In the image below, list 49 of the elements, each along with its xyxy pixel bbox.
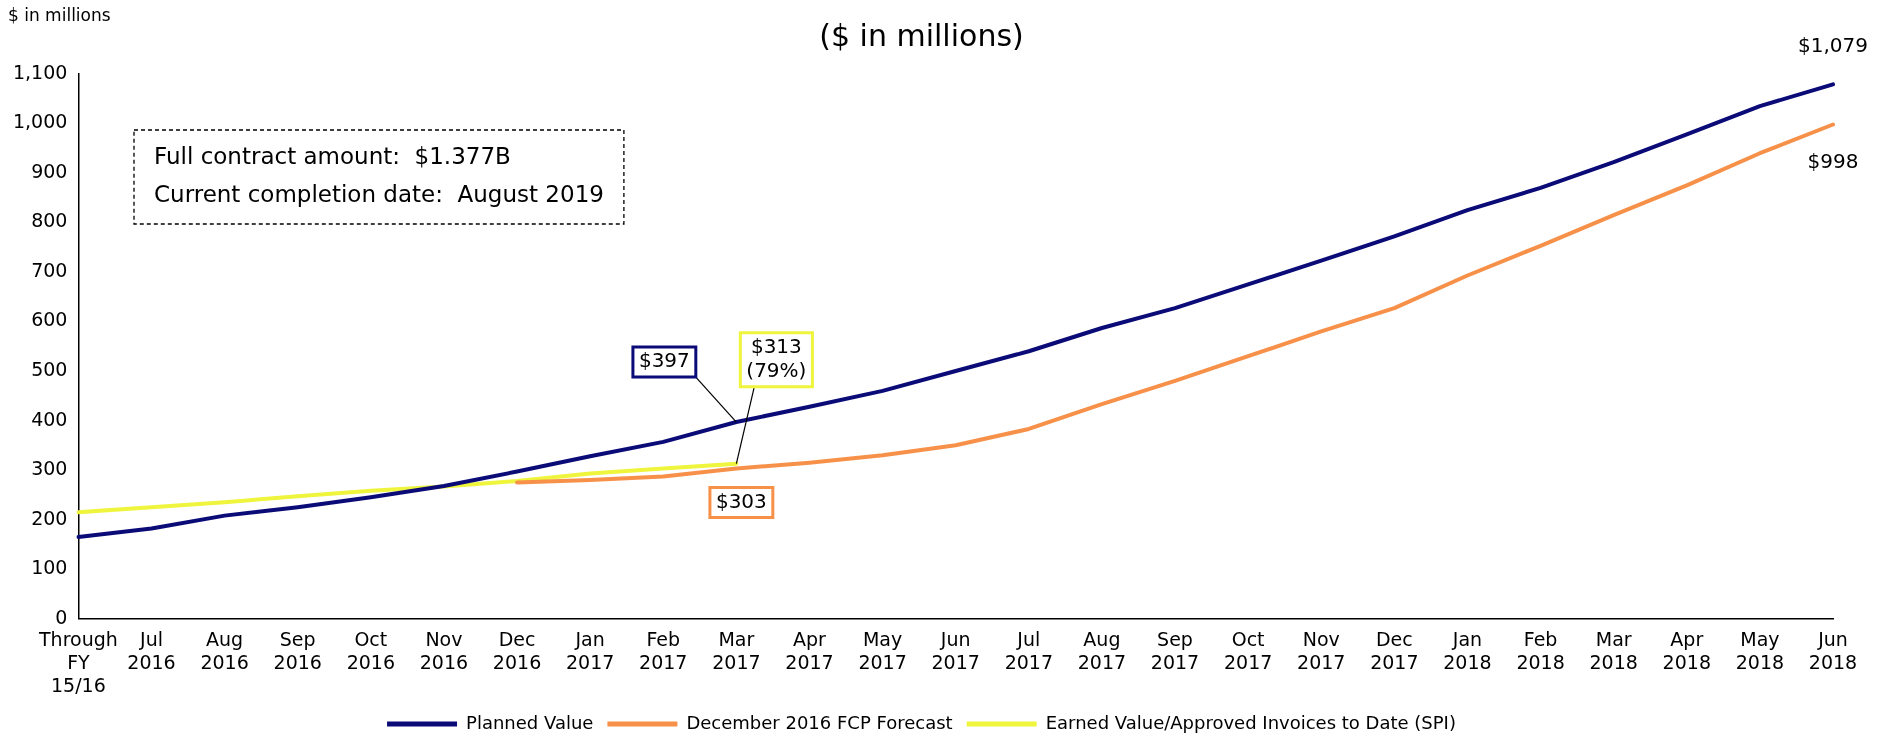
y-tick-label: 900: [31, 159, 68, 182]
x-tick-label: Jun 2018: [1808, 627, 1858, 673]
x-tick-label: Nov 2016: [419, 627, 469, 673]
x-tick-label: May 2018: [1735, 627, 1785, 673]
x-tick-label: Feb 2018: [1516, 627, 1565, 673]
x-tick-label: Dec 2016: [492, 627, 542, 673]
x-tick-label: Mar 2017: [712, 627, 761, 673]
data-label: $397: [638, 348, 690, 373]
y-tick-label: 700: [31, 258, 68, 281]
x-tick-label: Oct 2017: [1223, 627, 1273, 673]
x-tick-label: Oct 2016: [346, 627, 396, 673]
x-tick-label: Aug 2016: [200, 627, 249, 673]
y-tick-label: 800: [31, 209, 68, 232]
x-tick-label: Feb 2017: [639, 627, 688, 673]
x-tick-label: Aug 2017: [1077, 627, 1127, 673]
data-label: $313 (79%): [746, 333, 807, 382]
x-tick-label: Apr 2017: [785, 627, 834, 673]
y-tick-label: 1,000: [12, 110, 68, 133]
y-tick-label: 400: [31, 407, 68, 430]
x-tick-label: Jan 2017: [565, 627, 615, 673]
legend-label: December 2016 FCP Forecast: [686, 711, 953, 733]
y-tick-label: 500: [31, 357, 68, 380]
data-label: $998: [1807, 148, 1859, 173]
x-tick-label: Jul 2017: [1004, 627, 1053, 673]
data-label: $1,079: [1798, 32, 1868, 57]
y-axis-title: $ in millions: [8, 4, 111, 25]
chart-title: ($ in millions): [819, 17, 1024, 53]
annotation: Full contract amount: $1.377B: [154, 142, 511, 169]
x-tick-label: Nov 2017: [1297, 627, 1346, 673]
annotation: Current completion date: August 2019: [154, 180, 604, 207]
y-tick-label: 1,100: [12, 60, 68, 83]
y-tick-label: 0: [55, 605, 68, 628]
y-tick-label: 600: [31, 308, 68, 331]
x-tick-label: Jun 2017: [931, 627, 980, 673]
x-tick-label: Sep 2016: [273, 627, 322, 673]
x-tick-label: Jan 2018: [1443, 627, 1492, 673]
y-tick-label: 100: [31, 556, 68, 579]
x-tick-label: Mar 2018: [1589, 627, 1638, 673]
legend-label: Earned Value/Approved Invoices to Date (SPI): [1045, 711, 1456, 733]
x-tick-label: May 2017: [858, 627, 907, 673]
x-tick-label: Jul 2016: [127, 627, 176, 673]
x-tick-label: Apr 2018: [1662, 627, 1711, 673]
y-tick-label: 300: [31, 457, 68, 480]
x-tick-label: Sep 2017: [1150, 627, 1200, 673]
x-tick-label: Dec 2017: [1370, 627, 1419, 673]
data-label: $303: [715, 488, 767, 513]
x-tick-label: Through FY 15/16: [37, 627, 118, 696]
legend-label: Planned Value: [466, 711, 594, 733]
y-tick-label: 200: [31, 506, 68, 529]
